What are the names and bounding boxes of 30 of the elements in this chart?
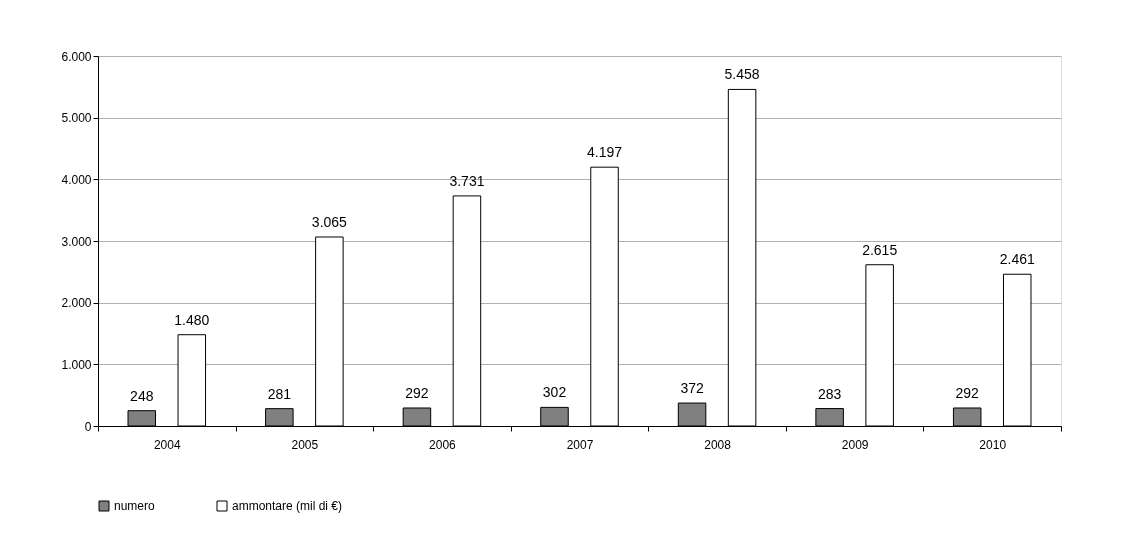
x-tick-label: 2007: [566, 437, 594, 452]
y-tick-label: 4.000: [61, 172, 92, 187]
y-tick-label: 0: [84, 419, 92, 434]
y-tick-label: 2.000: [61, 296, 92, 311]
data-label: 2.615: [862, 241, 898, 258]
x-tick-label: 2009: [841, 437, 869, 452]
data-label: 1.480: [174, 311, 210, 328]
legend-label: ammontare (mil di €): [232, 499, 343, 513]
data-label: 292: [955, 384, 980, 401]
data-label: 281: [267, 385, 292, 402]
data-label: 372: [680, 380, 704, 397]
data-label: 2.461: [999, 251, 1035, 268]
data-label: 4.197: [586, 144, 623, 161]
y-tick-label: 5.000: [61, 111, 92, 126]
x-tick-label: 2010: [979, 437, 1007, 452]
data-label: 3.731: [449, 172, 485, 189]
data-label: 302: [542, 384, 567, 401]
y-tick-label: 1.000: [61, 357, 92, 372]
legend-label: numero: [114, 499, 156, 513]
x-tick-label: 2006: [429, 437, 457, 452]
x-tick-label: 2004: [153, 437, 181, 452]
data-label: 292: [405, 384, 429, 401]
y-tick-label: 6.000: [61, 49, 92, 64]
data-label: 3.065: [311, 213, 348, 230]
data-label: 248: [130, 387, 154, 404]
data-label: 5.458: [724, 66, 760, 83]
data-label: 283: [817, 385, 842, 402]
x-tick-label: 2008: [704, 437, 732, 452]
y-tick-label: 3.000: [61, 234, 92, 249]
x-tick-label: 2005: [291, 437, 319, 452]
